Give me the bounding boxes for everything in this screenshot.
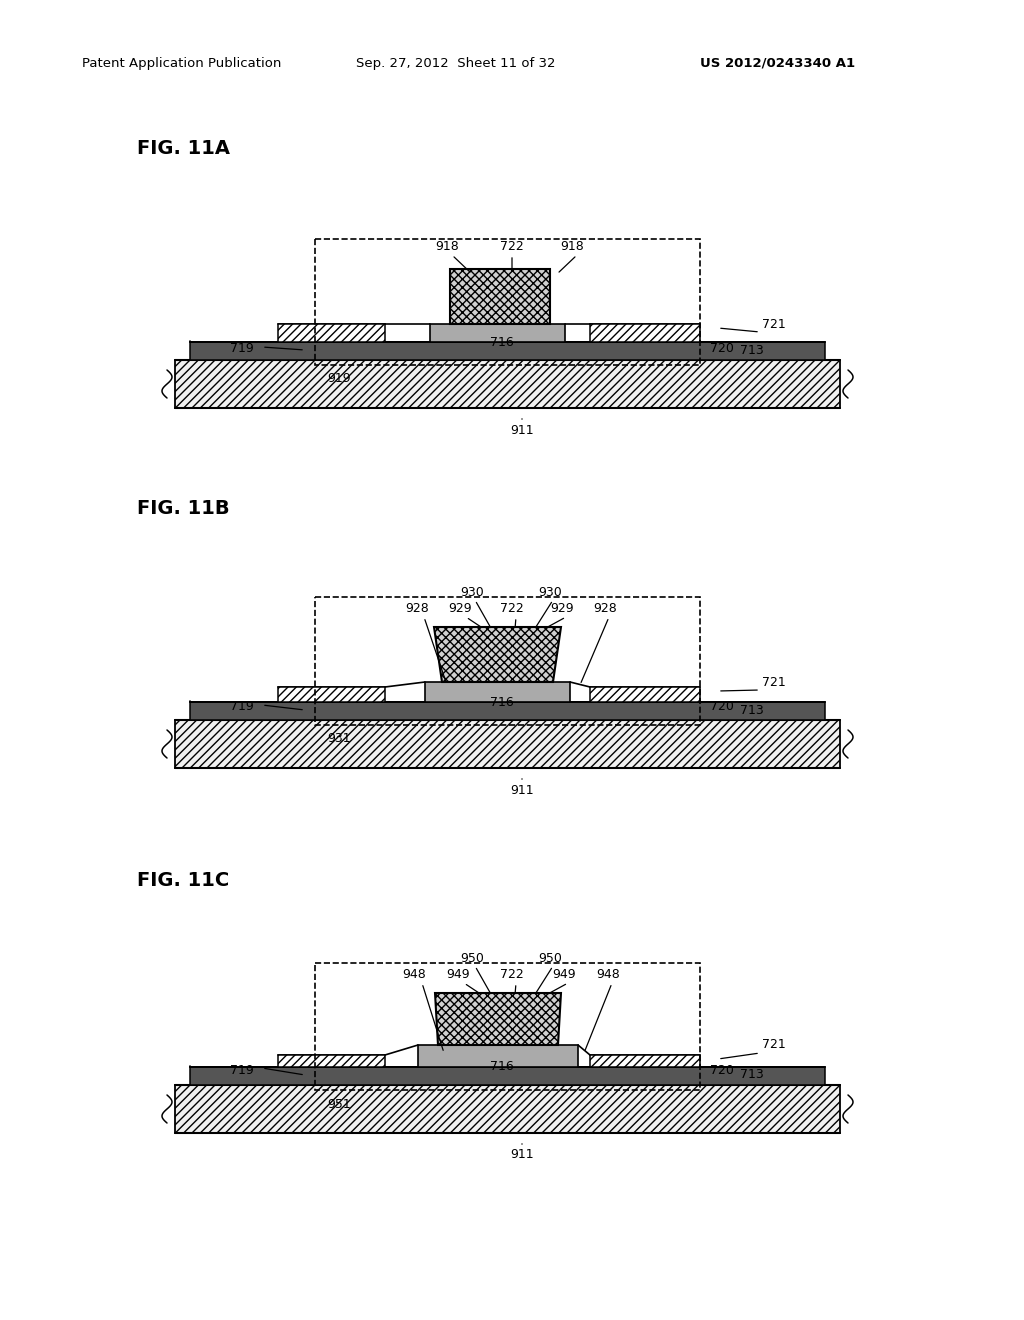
Text: 713: 713 [740, 1068, 764, 1081]
Text: 720: 720 [710, 701, 734, 714]
Text: 928: 928 [593, 602, 616, 615]
Text: 918: 918 [560, 240, 584, 253]
Polygon shape [434, 627, 561, 682]
Text: 929: 929 [449, 602, 472, 615]
Text: Patent Application Publication: Patent Application Publication [82, 57, 282, 70]
Text: 911: 911 [510, 1148, 534, 1162]
Bar [278, 686, 385, 702]
Text: 911: 911 [510, 784, 534, 796]
Bar [315, 964, 700, 1090]
Text: 949: 949 [552, 969, 575, 982]
Text: US 2012/0243340 A1: US 2012/0243340 A1 [700, 57, 855, 70]
Text: 911: 911 [510, 424, 534, 437]
Text: 716: 716 [490, 335, 514, 348]
Bar [425, 682, 570, 702]
Text: 713: 713 [740, 704, 764, 717]
Bar [175, 719, 840, 768]
Bar [315, 239, 700, 366]
Text: 928: 928 [406, 602, 429, 615]
Text: 722: 722 [500, 240, 524, 253]
Bar [175, 1085, 840, 1133]
Text: 951: 951 [327, 1097, 351, 1110]
Text: 721: 721 [762, 1039, 785, 1052]
Text: 720: 720 [710, 342, 734, 355]
Bar [418, 1045, 578, 1067]
Bar [450, 269, 550, 323]
Text: 719: 719 [230, 1064, 254, 1077]
Text: FIG. 11A: FIG. 11A [137, 139, 230, 157]
Bar [590, 1055, 700, 1067]
Text: 721: 721 [762, 676, 785, 689]
Text: 930: 930 [539, 586, 562, 598]
Text: 919: 919 [327, 372, 350, 385]
Text: 716: 716 [490, 1060, 514, 1073]
Text: 722: 722 [500, 969, 524, 982]
Text: 930: 930 [460, 586, 484, 598]
Bar [278, 1055, 385, 1067]
Text: Sep. 27, 2012  Sheet 11 of 32: Sep. 27, 2012 Sheet 11 of 32 [356, 57, 555, 70]
Polygon shape [435, 993, 561, 1045]
Bar [315, 597, 700, 725]
Text: 719: 719 [230, 701, 254, 714]
Text: 721: 721 [762, 318, 785, 330]
Bar [190, 342, 825, 360]
Bar [278, 323, 385, 342]
Text: 948: 948 [596, 969, 620, 982]
Text: 929: 929 [550, 602, 573, 615]
Bar [590, 686, 700, 702]
Text: 720: 720 [710, 1064, 734, 1077]
Bar [430, 323, 565, 342]
Text: 719: 719 [230, 342, 254, 355]
Text: 950: 950 [460, 952, 484, 965]
Text: 713: 713 [740, 343, 764, 356]
Bar [175, 360, 840, 408]
Text: FIG. 11B: FIG. 11B [137, 499, 229, 517]
Text: FIG. 11C: FIG. 11C [137, 870, 229, 890]
Text: 931: 931 [327, 733, 350, 746]
Bar [190, 702, 825, 719]
Bar [590, 323, 700, 342]
Text: 716: 716 [490, 696, 514, 709]
Bar [190, 1067, 825, 1085]
Text: 948: 948 [402, 969, 426, 982]
Text: 950: 950 [538, 952, 562, 965]
Text: 949: 949 [446, 969, 470, 982]
Text: 722: 722 [500, 602, 524, 615]
Text: 918: 918 [435, 240, 459, 253]
